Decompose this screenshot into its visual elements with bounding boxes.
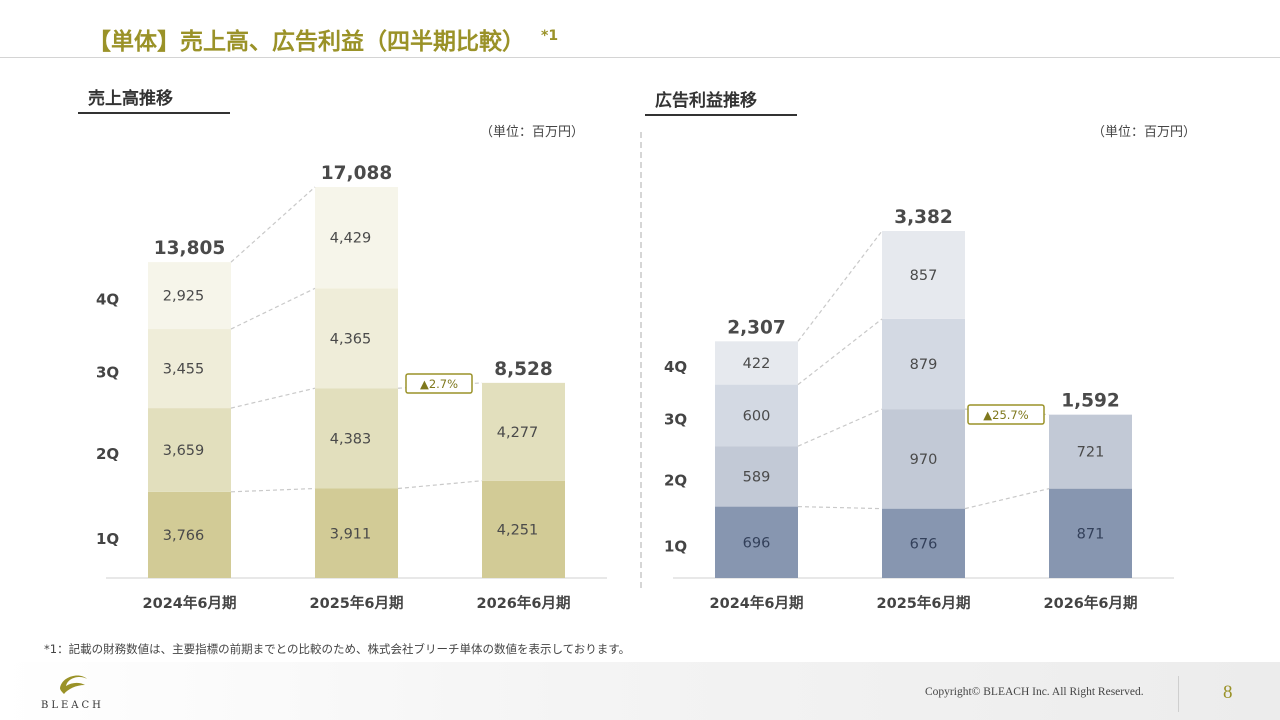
profit-value-label: 422	[743, 356, 771, 372]
profit-category-label: 2024年6月期	[710, 594, 804, 612]
copyright: Copyright© BLEACH Inc. All Right Reserve…	[925, 686, 1144, 698]
profit-connector	[798, 507, 882, 509]
profit-value-label: 857	[910, 268, 938, 284]
profit-quarter-label-2q: 2Q	[664, 471, 687, 489]
profit-category-label: 2025年6月期	[877, 594, 971, 612]
profit-value-label: 879	[910, 357, 938, 373]
page-number: 8	[1223, 682, 1233, 704]
profit-connector	[798, 319, 882, 385]
profit-quarter-label-4q: 4Q	[664, 358, 687, 376]
profit-stacked-bar-chart: 696 589 600 422 2,307 2024年6月期 676 970 879 857 3,3…	[0, 0, 1280, 640]
profit-quarter-label-3q: 3Q	[664, 410, 687, 428]
profit-growth-badge-text: ▲25.7%	[983, 408, 1028, 422]
profit-total-label: 2,307	[727, 317, 786, 338]
profit-value-label: 871	[1077, 526, 1105, 542]
profit-category-label: 2026年6月期	[1044, 594, 1138, 612]
profit-connector	[798, 409, 882, 446]
logo-text: BLEACH	[41, 700, 104, 711]
bleach-logo-icon	[56, 672, 90, 696]
footnote: *1：記載の財務数値は、主要指標の前期までとの比較のため、株式会社ブリーチ単体の…	[44, 641, 630, 657]
profit-value-label: 970	[910, 452, 938, 468]
profit-connector	[798, 231, 882, 341]
profit-value-label: 589	[743, 469, 771, 485]
profit-total-label: 1,592	[1061, 391, 1120, 412]
profit-total-label: 3,382	[894, 207, 953, 228]
profit-value-label: 721	[1077, 445, 1105, 461]
profit-value-label: 600	[743, 408, 771, 424]
profit-connector	[965, 489, 1049, 509]
profit-value-label: 676	[910, 536, 938, 552]
profit-quarter-label-1q: 1Q	[664, 537, 687, 555]
profit-value-label: 696	[743, 535, 771, 551]
footer-separator	[1178, 676, 1179, 712]
